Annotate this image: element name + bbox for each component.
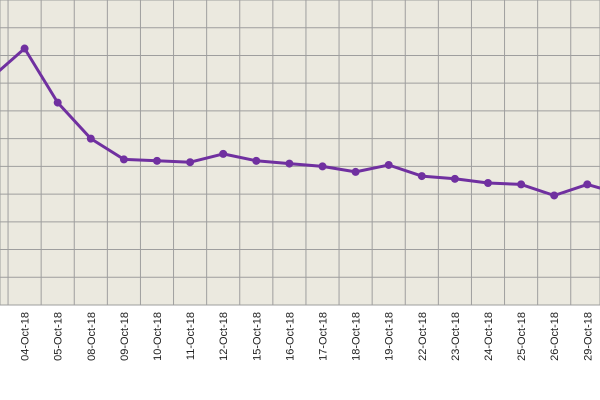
plot-area <box>0 0 600 306</box>
data-point <box>53 98 62 107</box>
data-point <box>219 149 228 158</box>
data-point <box>86 134 95 143</box>
x-tick-label: 17-Oct-18 <box>318 312 330 361</box>
x-tick-label: 05-Oct-18 <box>53 312 65 361</box>
x-tick-label: 18-Oct-18 <box>351 312 363 361</box>
data-point <box>550 191 559 200</box>
x-tick-label: 29-Oct-18 <box>582 312 594 361</box>
x-tick-label: 23-Oct-18 <box>450 312 462 361</box>
data-point <box>318 162 327 171</box>
data-point <box>252 156 261 165</box>
x-tick-label: 16-Oct-18 <box>284 312 296 361</box>
data-point <box>450 174 459 183</box>
x-tick-label: 12-Oct-18 <box>218 312 230 361</box>
data-point <box>384 160 393 169</box>
data-point <box>484 179 492 187</box>
x-tick-label: 22-Oct-18 <box>417 312 429 361</box>
x-tick-label: 25-Oct-18 <box>516 312 528 361</box>
x-tick-label: 15-Oct-18 <box>251 312 263 361</box>
x-axis-tick-labels: 04-Oct-18 05-Oct-18 08-Oct-18 09-Oct-18 10-O… <box>20 312 595 361</box>
x-tick-label: 24-Oct-18 <box>483 312 495 361</box>
x-tick-label: 11-Oct-18 <box>185 312 197 360</box>
data-point <box>119 155 128 164</box>
x-tick-label: 09-Oct-18 <box>119 312 131 361</box>
x-tick-label: 19-Oct-18 <box>384 312 396 361</box>
x-tick-label: 04-Oct-18 <box>20 312 32 361</box>
data-point <box>517 180 526 189</box>
data-point <box>583 180 592 189</box>
data-point <box>186 158 195 167</box>
series-group <box>0 44 600 200</box>
data-point <box>351 167 360 176</box>
series-line <box>0 47 600 197</box>
x-tick-label: 26-Oct-18 <box>549 312 561 361</box>
x-tick-label: 10-Oct-18 <box>152 312 164 361</box>
x-tick-label: 08-Oct-18 <box>86 312 98 361</box>
data-point <box>20 44 29 53</box>
data-point <box>285 159 294 168</box>
data-point <box>417 172 426 181</box>
gridlines <box>0 0 600 306</box>
data-point <box>153 156 161 165</box>
